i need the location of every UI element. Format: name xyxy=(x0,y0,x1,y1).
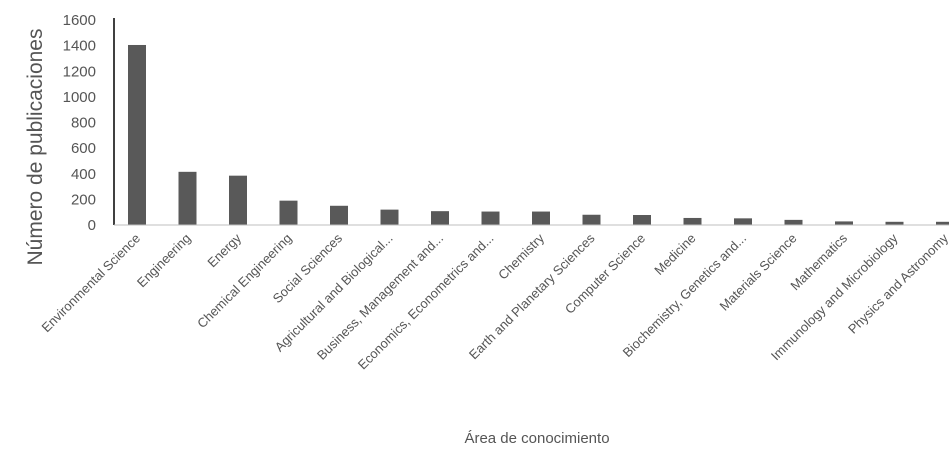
x-tick-label: Physics and Astronomy xyxy=(845,230,949,337)
x-tick-label: Environmental Science xyxy=(38,231,143,336)
bar xyxy=(481,211,500,225)
bar xyxy=(279,200,298,225)
x-tick-label: Energy xyxy=(204,230,244,270)
y-tick-label: 800 xyxy=(71,115,96,132)
bar xyxy=(532,211,550,225)
x-tick-label: Medicine xyxy=(651,231,698,278)
x-axis-title: Área de conocimiento xyxy=(464,430,609,447)
x-tick-label: Chemical Engineering xyxy=(194,231,295,332)
plot-area xyxy=(128,44,949,225)
bar xyxy=(835,221,853,225)
y-tick-label: 1000 xyxy=(63,89,96,106)
y-tick-label: 0 xyxy=(88,217,96,234)
bar xyxy=(582,214,601,225)
bar xyxy=(885,221,904,225)
y-tick-label: 200 xyxy=(71,191,96,208)
y-tick-label: 400 xyxy=(71,166,96,183)
bar xyxy=(229,175,247,225)
y-axis-ticks: 0 200 400 600 800 1000 1200 1400 1600 xyxy=(63,12,96,234)
y-tick-label: 1600 xyxy=(63,12,96,29)
bar xyxy=(128,44,146,225)
bar xyxy=(784,219,803,225)
y-tick-label: 600 xyxy=(71,140,96,157)
y-tick-label: 1400 xyxy=(63,38,96,55)
x-tick-label: Engineering xyxy=(134,231,194,291)
bar xyxy=(178,171,197,225)
bar xyxy=(633,215,651,225)
bar xyxy=(380,209,399,225)
bar xyxy=(330,205,348,225)
y-tick-label: 1200 xyxy=(63,63,96,80)
bar xyxy=(683,217,702,225)
bar xyxy=(431,211,449,225)
bar xyxy=(936,221,949,225)
y-axis-title: Número de publicaciones xyxy=(24,29,47,266)
x-tick-label: Chemistry xyxy=(495,230,547,282)
bar xyxy=(734,218,752,225)
